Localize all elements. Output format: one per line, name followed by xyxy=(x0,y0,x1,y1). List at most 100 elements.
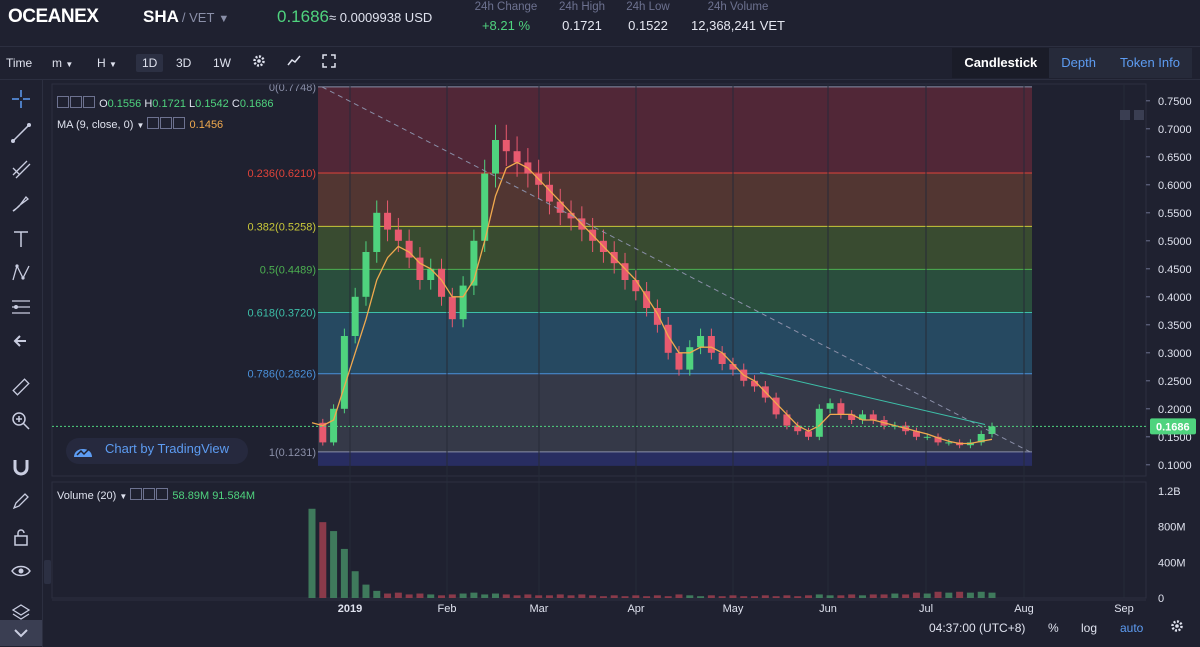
tab-depth[interactable]: Depth xyxy=(1049,48,1108,78)
gear-icon[interactable] xyxy=(252,54,266,72)
volume-label[interactable]: Volume (20) xyxy=(57,490,117,502)
y-tick-label: 0.2000 xyxy=(1158,404,1192,416)
brush-icon[interactable] xyxy=(10,192,32,214)
y-tick-label: 0.1500 xyxy=(1158,432,1192,444)
indicators-icon[interactable] xyxy=(287,54,301,72)
trend-line-icon[interactable] xyxy=(10,122,32,144)
x-tick-label: Aug xyxy=(1014,603,1034,615)
pencil-lock-icon[interactable] xyxy=(10,490,32,512)
settings-icon[interactable] xyxy=(83,96,95,108)
top-bar: OCEANEX SHA / VET ▼ 0.1686 ≈ 0.0009938 USD… xyxy=(0,0,1200,47)
eye-icon[interactable] xyxy=(70,96,82,108)
fib-band xyxy=(318,373,1032,452)
candle-body xyxy=(448,296,456,320)
magnet-icon[interactable] xyxy=(10,456,32,478)
close-icon[interactable] xyxy=(156,488,169,500)
candle-body xyxy=(621,263,629,280)
collapse-toolbar-button[interactable] xyxy=(0,620,42,646)
text-icon[interactable] xyxy=(10,228,32,250)
caret-down-icon: ▼ xyxy=(65,60,74,69)
tradingview-badge[interactable] xyxy=(66,438,248,464)
layers-icon[interactable] xyxy=(10,602,32,624)
chart-footer: 04:37:00 (UTC+8) % log auto xyxy=(52,618,1200,640)
tradingview-watermark[interactable]: Chart by TradingView xyxy=(105,441,230,456)
interval-minutes[interactable]: m ▼ xyxy=(52,54,73,72)
auto-toggle[interactable]: auto xyxy=(1120,621,1144,635)
y-tick-label: 0.4000 xyxy=(1158,292,1192,304)
candle-body xyxy=(794,425,802,432)
volume-bar xyxy=(556,594,564,598)
interval-3d[interactable]: 3D xyxy=(176,56,192,70)
arrow-left-icon[interactable] xyxy=(10,330,32,352)
volume-pane: 1.2B 800M 400M 0 xyxy=(51,481,1186,605)
volume-bar xyxy=(805,595,813,598)
interval-hours[interactable]: H ▼ xyxy=(97,54,117,72)
ohlc-close: 0.1686 xyxy=(239,98,274,110)
ma-value: 0.1456 xyxy=(189,119,224,131)
settings-icon[interactable] xyxy=(143,488,156,500)
ma-legend: MA (9, close, 0) ▼ 0.1456 xyxy=(57,117,223,131)
candle-body xyxy=(643,291,651,308)
pair-selector[interactable]: SHA / VET ▼ xyxy=(143,7,229,27)
x-tick-label: Sep xyxy=(1114,603,1134,615)
fib-band xyxy=(318,173,1032,227)
stat-24h-low: 24h Low 0.1522 xyxy=(618,0,678,38)
eye-icon[interactable] xyxy=(147,117,160,129)
volume-bar xyxy=(340,548,348,598)
fib-level-label: 0.786(0.2626) xyxy=(248,369,317,381)
volume-value-1: 58.89M xyxy=(172,490,210,502)
ma-label[interactable]: MA (9, close, 0) xyxy=(57,119,134,131)
y-tick-label: 0.1000 xyxy=(1158,460,1192,472)
interval-time[interactable]: Time xyxy=(6,56,33,70)
crosshair-icon[interactable] xyxy=(10,88,32,110)
x-tick-label: Jun xyxy=(819,603,837,615)
volume-bar xyxy=(330,531,338,598)
fullscreen-icon[interactable] xyxy=(322,54,336,72)
panel-collapse-handle[interactable] xyxy=(44,560,51,584)
eye-icon[interactable] xyxy=(10,560,32,582)
y-tick-label: 0.5500 xyxy=(1158,208,1192,220)
volume-bar xyxy=(448,594,456,598)
stat-label: 24h High xyxy=(558,1,606,13)
volume-legend: Volume (20) ▼ 58.89M 91.584M xyxy=(57,488,255,502)
interval-1w[interactable]: 1W xyxy=(213,56,231,70)
candle-body xyxy=(848,414,856,420)
candle-body xyxy=(384,212,392,230)
candle-body xyxy=(556,201,564,213)
candle-body xyxy=(405,240,413,258)
candle-body xyxy=(362,252,370,297)
volume-bar xyxy=(761,595,769,598)
pitchfork-icon[interactable] xyxy=(10,158,32,180)
lock-icon[interactable] xyxy=(10,526,32,548)
y-tick-label: 0.6500 xyxy=(1158,152,1192,164)
caret-down-icon[interactable]: ▼ xyxy=(136,121,145,130)
tab-token-info[interactable]: Token Info xyxy=(1108,48,1192,78)
volume-bar xyxy=(740,596,748,598)
oceanex-logo[interactable]: OCEANEX xyxy=(8,6,99,28)
close-icon[interactable] xyxy=(173,117,186,129)
settings-icon[interactable] xyxy=(160,117,173,129)
tab-candlestick[interactable]: Candlestick xyxy=(952,48,1050,78)
zoom-in-icon[interactable] xyxy=(10,410,32,432)
log-toggle[interactable]: log xyxy=(1081,621,1098,635)
interval-1d[interactable]: 1D xyxy=(136,54,164,72)
collapse-icon[interactable] xyxy=(57,96,69,108)
volume-tick-label: 1.2B xyxy=(1158,486,1181,498)
percent-toggle[interactable]: % xyxy=(1048,621,1059,635)
pattern-icon[interactable] xyxy=(10,262,32,284)
ruler-icon[interactable] xyxy=(10,376,32,398)
candle-body xyxy=(502,140,510,152)
fib-retracement-icon[interactable] xyxy=(10,296,32,318)
gear-icon[interactable] xyxy=(1170,619,1184,636)
timezone-clock[interactable]: 04:37:00 (UTC+8) xyxy=(929,621,1026,635)
volume-bar xyxy=(869,594,877,598)
eye-icon[interactable] xyxy=(130,488,143,500)
candle-body xyxy=(664,324,672,353)
fib-band xyxy=(318,226,1032,270)
volume-bar xyxy=(718,596,726,598)
stat-value: 0.1721 xyxy=(562,18,602,33)
caret-down-icon[interactable]: ▼ xyxy=(119,492,128,501)
fib-band xyxy=(318,312,1032,374)
caret-down-icon[interactable]: ▼ xyxy=(218,13,230,25)
